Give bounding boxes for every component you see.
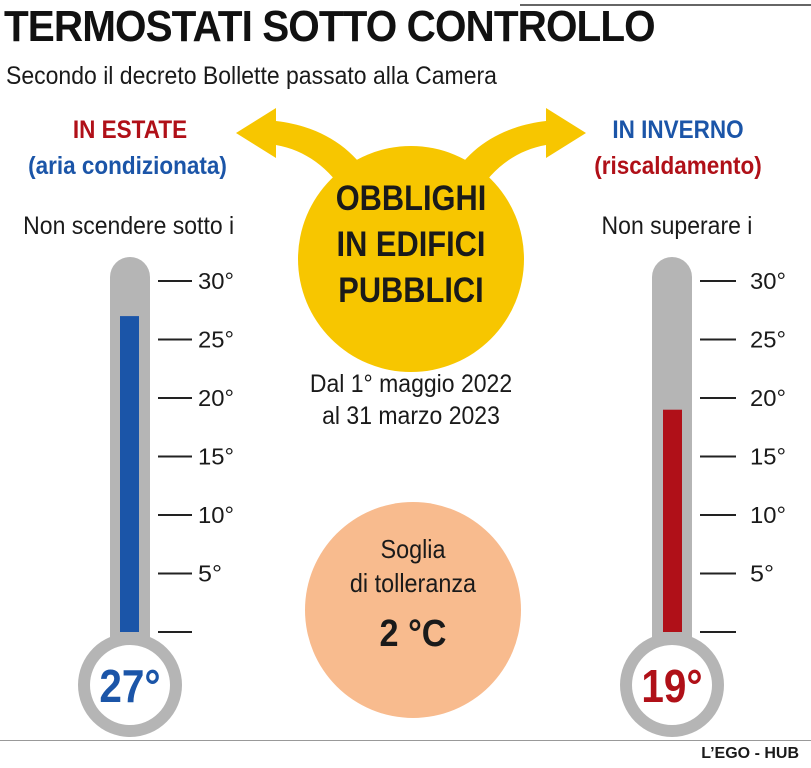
scale-winter-tick-label: 25°	[750, 327, 786, 353]
thermometer-winter-bulb-inner	[632, 645, 712, 725]
scale-winter-tick-label: 10°	[750, 502, 786, 528]
scale-summer-tick-label: 10°	[198, 502, 234, 528]
footer-divider	[0, 740, 811, 741]
scale-summer-tick-label: 30°	[198, 268, 234, 294]
page-title: TERMOSTATI SOTTO CONTROLLO	[4, 2, 656, 51]
thermometer-winter-fill	[663, 409, 682, 632]
thermometer-summer-bulb-inner	[90, 645, 170, 725]
title-divider	[520, 4, 811, 6]
scale-winter: 5° 10° 15° 20° 25° 30°	[700, 268, 786, 633]
winter-heading: IN INVERNO	[612, 116, 744, 144]
page-subtitle: Secondo il decreto Bollette passato alla…	[6, 62, 497, 90]
date-range: Dal 1° maggio 2022 al 31 marzo 2023	[267, 368, 554, 432]
winter-subheading: (riscaldamento)	[594, 152, 762, 180]
winter-value: 19°	[641, 660, 703, 712]
thermometer-winter	[620, 257, 724, 737]
summer-value: 27°	[99, 660, 161, 712]
obligations-title-line: PUBBLICI	[338, 271, 484, 310]
scale-winter-tick-label: 20°	[750, 385, 786, 411]
tolerance-label-line: di tolleranza	[349, 568, 477, 598]
scale-summer-tick-label: 20°	[198, 385, 234, 411]
tolerance-label: Soglia di tolleranza	[316, 532, 510, 600]
scale-summer-tick-label: 15°	[198, 444, 234, 470]
tolerance-label-line: Soglia	[380, 534, 446, 564]
winter-rule: Non superare i	[601, 212, 753, 240]
scale-summer: 5° 10° 15° 20° 25° 30°	[158, 268, 234, 633]
scale-summer-tick-label: 25°	[198, 327, 234, 353]
scale-summer-tick-label: 5°	[198, 561, 222, 587]
obligations-title-line: OBBLIGHI	[335, 179, 487, 218]
footer-credit: L’EGO - HUB	[701, 745, 799, 762]
scale-winter-tick-label: 15°	[750, 444, 786, 470]
scale-winter-tick-label: 5°	[750, 561, 774, 587]
obligations-circle	[298, 146, 524, 372]
tolerance-value: 2 °C	[379, 613, 447, 655]
date-range-line: Dal 1° maggio 2022	[309, 370, 513, 398]
summer-heading: IN ESTATE	[72, 116, 188, 144]
summer-rule: Non scendere sotto i	[23, 212, 235, 240]
scale-winter-tick-label: 30°	[750, 268, 786, 294]
tolerance-circle	[305, 502, 521, 718]
obligations-title-line: IN EDIFICI	[336, 225, 486, 264]
obligations-title: OBBLIGHI IN EDIFICI PUBBLICI	[312, 176, 511, 314]
thermometer-summer-fill	[120, 316, 139, 632]
date-range-line: al 31 marzo 2023	[322, 402, 500, 430]
thermometer-summer	[78, 257, 182, 737]
summer-subheading: (aria condizionata)	[28, 152, 227, 180]
